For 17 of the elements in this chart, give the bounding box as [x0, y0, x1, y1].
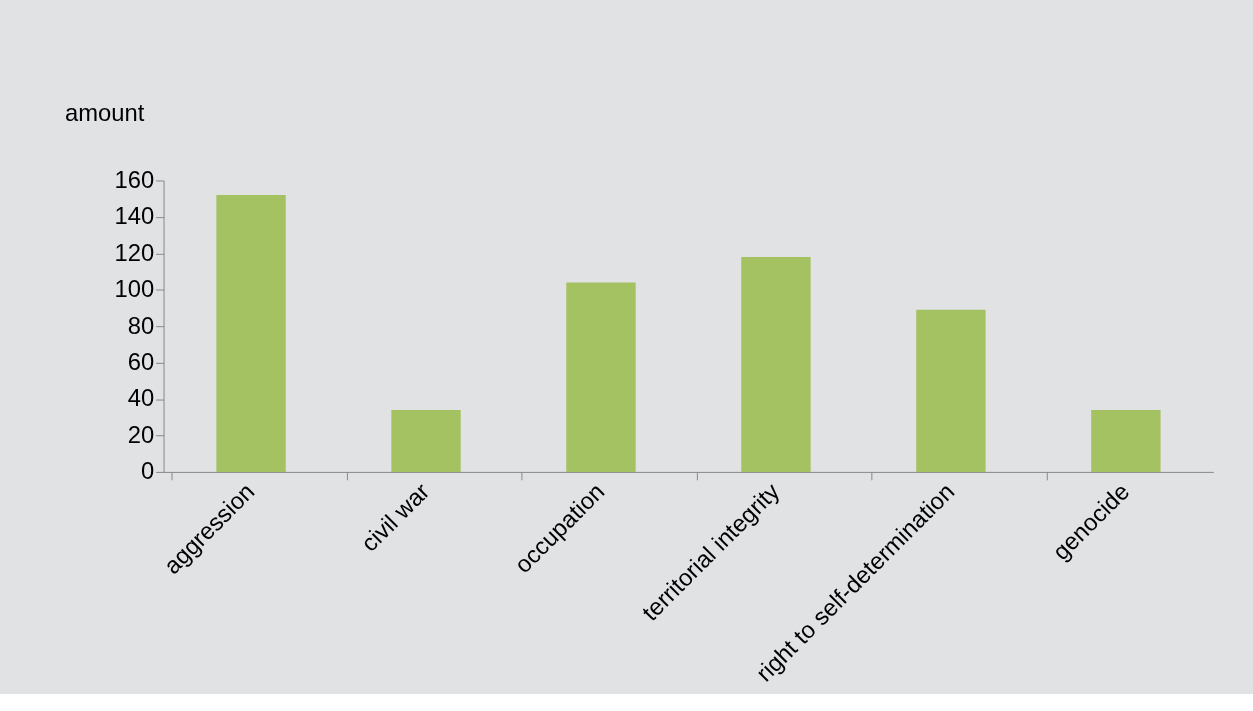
bar — [566, 282, 636, 472]
bar — [916, 309, 986, 472]
bar — [741, 256, 811, 472]
bar — [216, 195, 286, 472]
bar — [1091, 409, 1161, 472]
y-axis-title: amount — [64, 99, 145, 127]
y-tick-label: 20 — [127, 420, 155, 448]
y-tick-label: 100 — [114, 275, 155, 303]
y-tick-label: 40 — [127, 384, 155, 412]
y-tick-label: 60 — [127, 348, 155, 376]
x-tick-label: civil war — [355, 477, 435, 557]
y-tick-label: 140 — [114, 202, 155, 230]
y-tick-label: 80 — [127, 311, 155, 339]
y-tick-label: 0 — [140, 457, 155, 485]
bar — [391, 409, 461, 472]
y-tick-label: 120 — [114, 238, 155, 266]
y-tick-label: 160 — [114, 165, 155, 193]
